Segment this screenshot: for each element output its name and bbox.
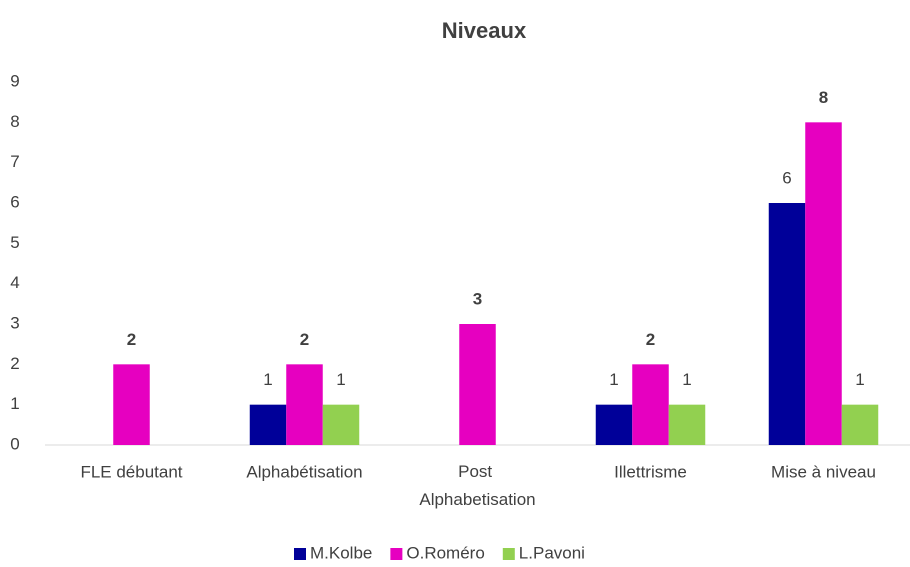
legend-swatch <box>390 548 403 560</box>
data-label: 6 <box>782 168 791 187</box>
bar <box>286 364 323 445</box>
data-label: 2 <box>300 330 309 349</box>
bar <box>113 364 150 445</box>
x-tick-label: Alphabétisation <box>246 462 362 481</box>
data-label: 1 <box>336 370 345 389</box>
y-tick-label: 6 <box>10 192 19 211</box>
x-tick-label: Mise à niveau <box>771 462 876 481</box>
y-tick-label: 9 <box>10 71 19 90</box>
data-label: 3 <box>473 289 482 308</box>
legend-swatch <box>294 548 306 560</box>
y-tick-label: 1 <box>10 394 19 413</box>
data-label: 2 <box>127 330 136 349</box>
bar <box>249 404 287 445</box>
bar <box>768 203 806 445</box>
data-label: 8 <box>819 88 828 107</box>
legend-label: O.Roméro <box>406 543 484 562</box>
data-label: 1 <box>855 370 864 389</box>
y-tick-label: 2 <box>10 354 19 373</box>
data-label: 2 <box>646 330 655 349</box>
bar <box>841 404 879 445</box>
y-tick-label: 5 <box>10 233 19 252</box>
legend-label: M.Kolbe <box>310 543 372 562</box>
bar <box>632 364 669 445</box>
y-tick-label: 7 <box>10 152 19 171</box>
chart-title: Niveaux <box>442 18 527 43</box>
y-tick-label: 3 <box>10 313 19 332</box>
data-label: 1 <box>682 370 691 389</box>
bar <box>459 324 496 445</box>
data-label: 1 <box>263 370 272 389</box>
x-tick-label: Post Alphabetisation <box>419 462 535 509</box>
y-tick-label: 8 <box>10 112 19 131</box>
data-label: 1 <box>609 370 618 389</box>
y-tick-label: 4 <box>10 273 19 292</box>
legend-label: L.Pavoni <box>519 543 585 562</box>
y-tick-label: 0 <box>10 434 19 453</box>
bar <box>805 122 842 445</box>
bar <box>322 404 360 445</box>
bar <box>668 404 706 445</box>
x-tick-label: FLE débutant <box>80 462 182 481</box>
legend-swatch <box>502 548 515 560</box>
x-tick-label: Illettrisme <box>614 462 687 481</box>
bar <box>595 404 633 445</box>
